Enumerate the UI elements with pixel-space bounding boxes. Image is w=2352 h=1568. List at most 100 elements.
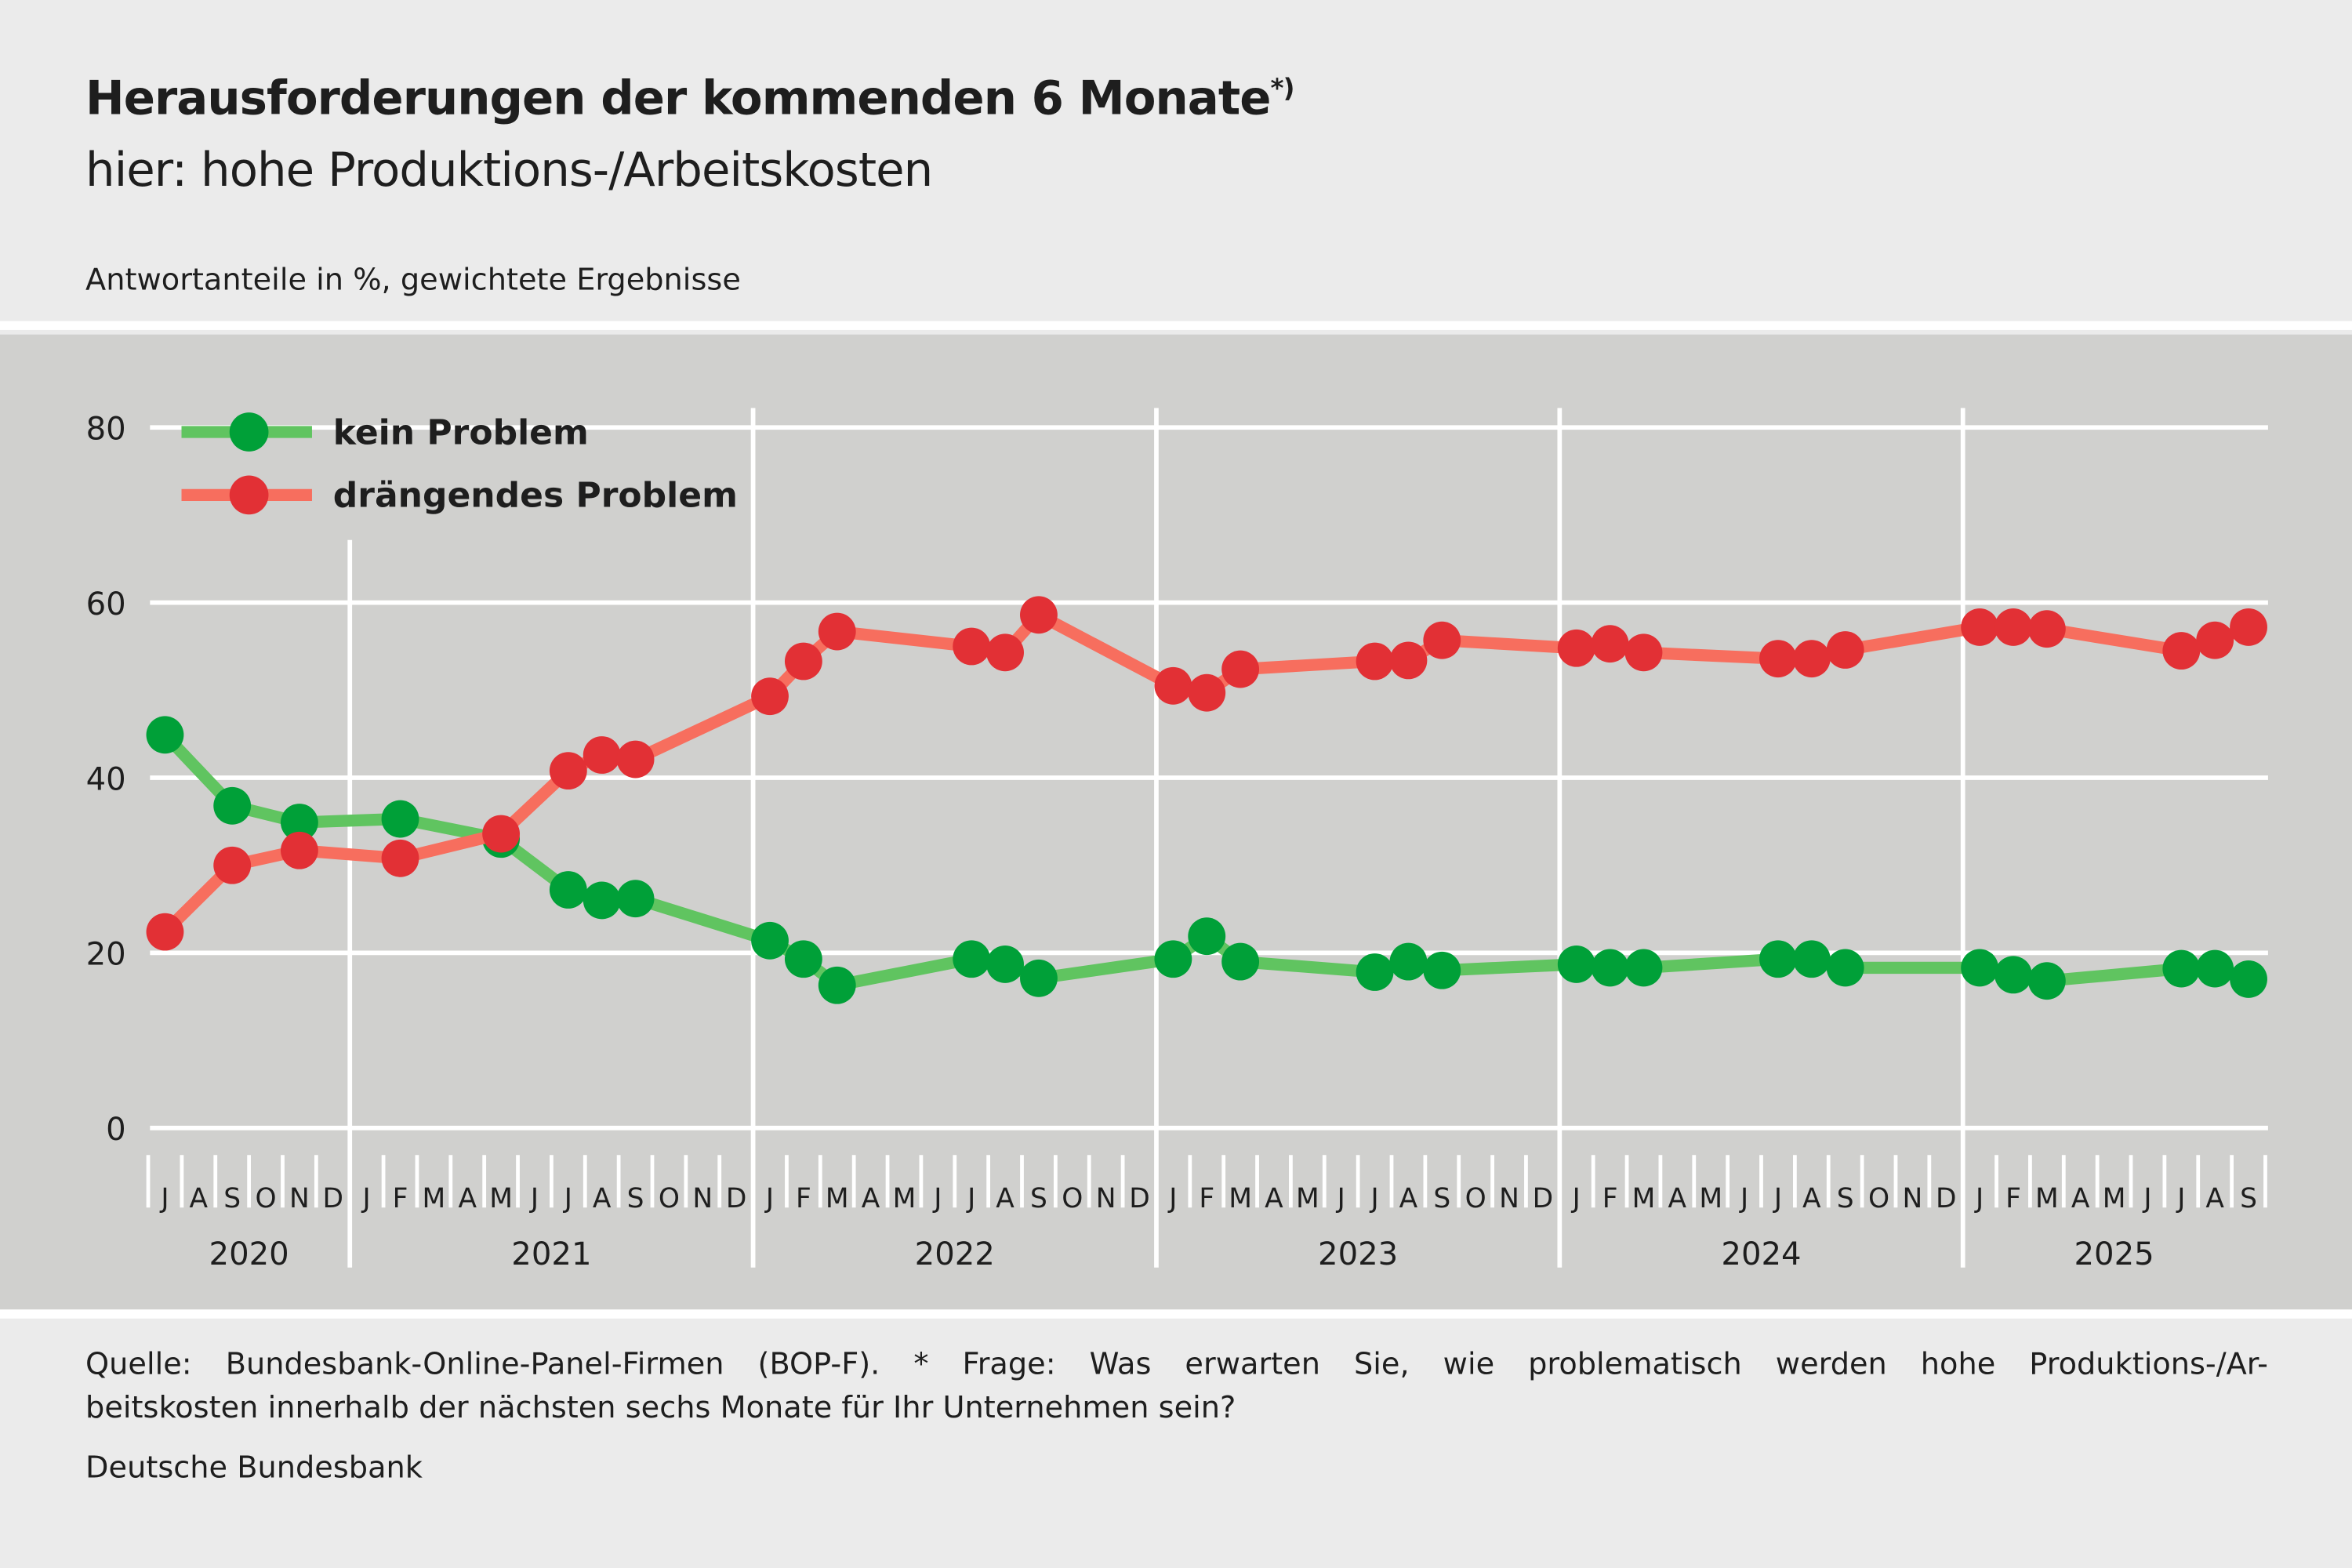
month-label: J	[1739, 1183, 1748, 1214]
month-label: J	[966, 1183, 975, 1214]
year-label: 2022	[915, 1236, 995, 1272]
legend-item: drängendes Problem	[181, 475, 738, 516]
month-label: M	[2103, 1183, 2126, 1214]
month-label: D	[323, 1183, 344, 1214]
month-label: F	[1602, 1183, 1618, 1214]
data-point	[549, 752, 587, 790]
month-label: J	[529, 1183, 539, 1214]
title-text: Herausforderungen der kommenden 6 Monate	[85, 71, 1271, 126]
data-point	[1994, 956, 2032, 994]
month-label: M	[1632, 1183, 1656, 1214]
footnote-mark: *)	[1270, 74, 1295, 105]
data-point	[1792, 940, 1831, 978]
data-point	[146, 716, 184, 754]
chart-subtitle: hier: hohe Produktions-/Arbeitskosten	[85, 143, 933, 198]
data-point	[616, 880, 655, 918]
month-label: A	[1802, 1183, 1821, 1214]
month-label: J	[1167, 1183, 1177, 1214]
month-label: J	[1369, 1183, 1378, 1214]
y-tick-label: 60	[86, 586, 126, 622]
month-label: A	[593, 1183, 612, 1214]
y-tick-label: 80	[86, 412, 126, 448]
month-label: D	[1533, 1183, 1554, 1214]
data-point	[784, 940, 822, 978]
legend-marker	[229, 412, 269, 452]
y-tick-label: 20	[86, 937, 126, 973]
month-label: F	[796, 1183, 811, 1214]
divider-top	[0, 321, 2352, 330]
data-point	[482, 815, 521, 853]
month-label: M	[489, 1183, 513, 1214]
series-kein-problem	[146, 716, 2267, 1004]
month-label: A	[190, 1183, 209, 1214]
data-point	[381, 800, 419, 838]
month-label: A	[2071, 1183, 2090, 1214]
month-label: D	[1936, 1183, 1957, 1214]
month-label: O	[256, 1183, 277, 1214]
month-label: A	[996, 1183, 1014, 1214]
month-label: F	[393, 1183, 408, 1214]
month-label: D	[726, 1183, 747, 1214]
data-point	[818, 612, 856, 651]
month-label: J	[159, 1183, 169, 1214]
data-point	[2162, 632, 2201, 670]
data-point	[1020, 596, 1058, 634]
month-label: O	[1868, 1183, 1889, 1214]
month-label: O	[659, 1183, 680, 1214]
month-label: F	[1199, 1183, 1214, 1214]
data-point	[1221, 650, 1260, 688]
data-point	[213, 786, 252, 825]
data-point	[1154, 666, 1192, 705]
data-point	[1188, 673, 1226, 712]
month-label: M	[2035, 1183, 2059, 1214]
data-point	[381, 839, 419, 877]
chart-title: Herausforderungen der kommenden 6 Monate…	[85, 72, 1294, 126]
month-label: J	[1974, 1183, 1984, 1214]
month-label: M	[1296, 1183, 1319, 1214]
data-point	[1994, 608, 2032, 646]
data-point	[1557, 946, 1595, 983]
publisher: Deutsche Bundesbank	[85, 1449, 423, 1486]
month-label: A	[1399, 1183, 1418, 1214]
year-label: 2021	[511, 1236, 591, 1272]
divider-bottom	[0, 1309, 2352, 1319]
month-label: M	[893, 1183, 916, 1214]
month-label: A	[458, 1183, 477, 1214]
data-point	[1759, 940, 1797, 978]
unit-note: Antwortanteile in %, gewichtete Ergebnis…	[85, 260, 741, 297]
data-point	[1826, 631, 1864, 669]
data-point	[986, 633, 1024, 672]
data-point	[1356, 953, 1394, 991]
data-point	[818, 966, 856, 1004]
month-label: N	[289, 1183, 310, 1214]
year-label: 2025	[2074, 1236, 2154, 1272]
data-point	[953, 627, 991, 666]
month-label: J	[2176, 1183, 2185, 1214]
data-point	[2162, 949, 2201, 988]
month-label: F	[2005, 1183, 2021, 1214]
month-label: S	[1433, 1183, 1450, 1214]
month-label: J	[1571, 1183, 1581, 1214]
month-label: J	[1336, 1183, 1345, 1214]
month-label: A	[1265, 1183, 1283, 1214]
data-point	[1423, 621, 1461, 659]
month-label: S	[1030, 1183, 1047, 1214]
month-label: O	[1465, 1183, 1486, 1214]
data-point	[583, 881, 621, 920]
legend-label: drängendes Problem	[333, 476, 738, 516]
source-note-line2: beitskosten innerhalb der nächsten sechs…	[85, 1388, 1236, 1425]
data-point	[1826, 949, 1864, 987]
month-label: M	[1699, 1183, 1722, 1214]
year-label: 2024	[1721, 1236, 1801, 1272]
series-line	[161, 608, 2251, 937]
month-label: J	[932, 1183, 942, 1214]
month-label: N	[1903, 1183, 1923, 1214]
month-label: S	[2240, 1183, 2257, 1214]
data-point	[2027, 610, 2066, 648]
data-point	[213, 846, 252, 884]
month-label: D	[1129, 1183, 1150, 1214]
data-point	[2230, 960, 2267, 998]
month-label: J	[361, 1183, 371, 1214]
data-point	[986, 946, 1024, 983]
month-label: J	[563, 1183, 572, 1214]
